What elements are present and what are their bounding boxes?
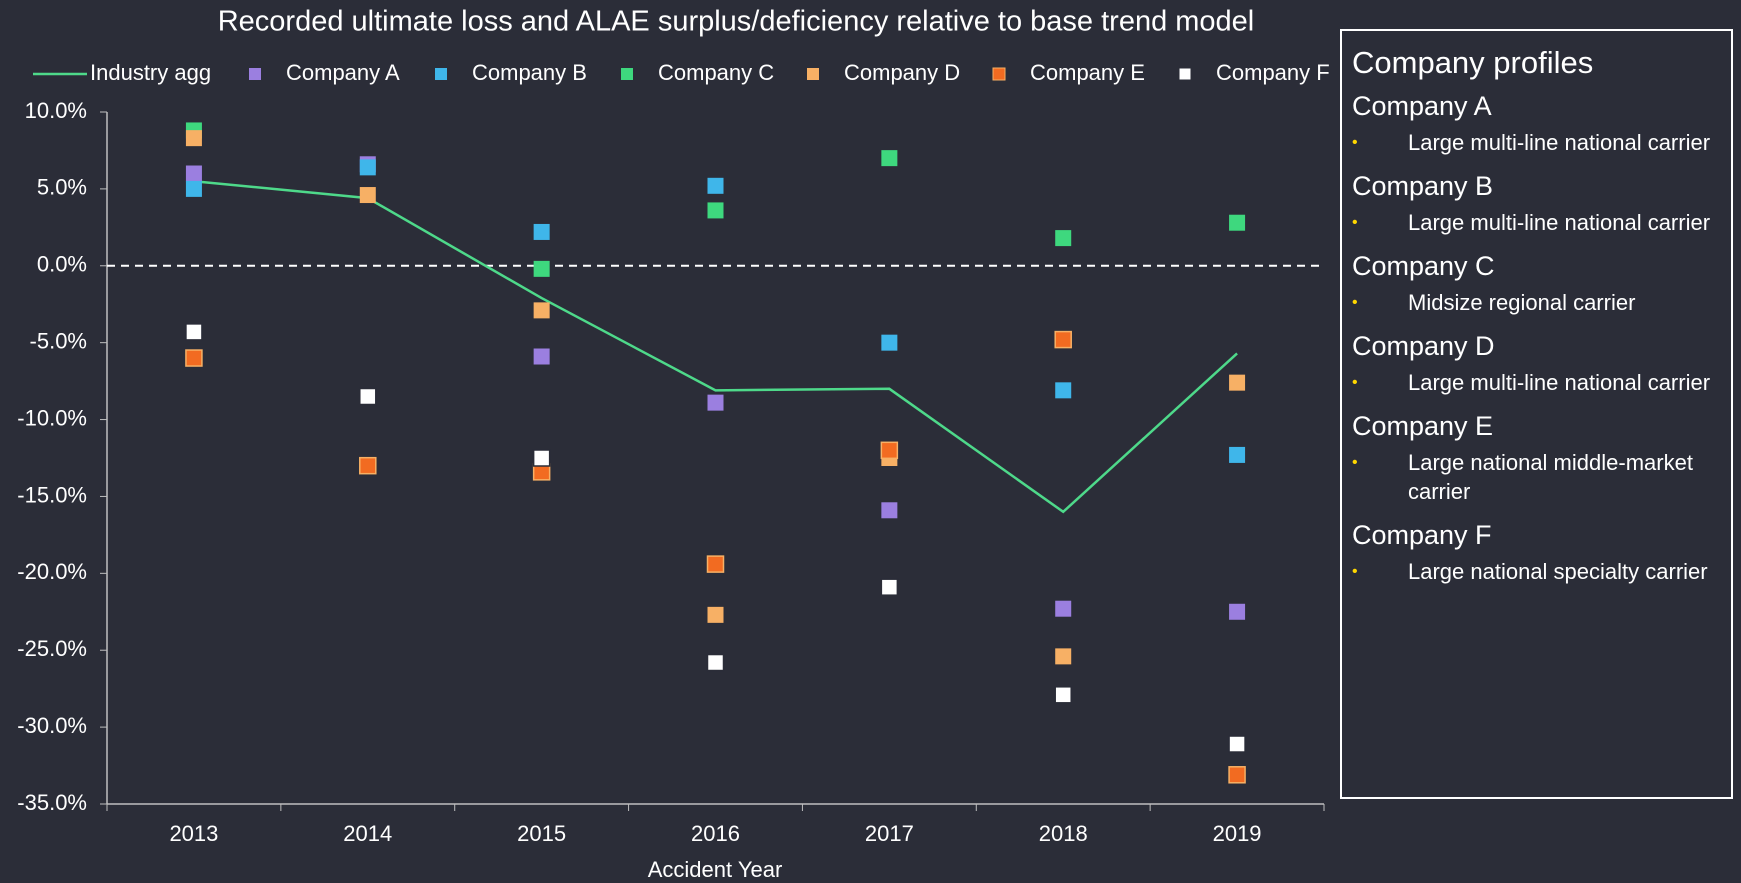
company-description: Midsize regional carrier xyxy=(1352,288,1721,317)
legend-swatch xyxy=(435,68,447,80)
y-tick-label: -30.0% xyxy=(17,713,87,738)
profile-item: Company E Large national middle-market ca… xyxy=(1352,411,1721,506)
x-tick-label: 2014 xyxy=(343,821,392,846)
marker xyxy=(1229,214,1246,231)
marker xyxy=(185,180,202,197)
legend-label: Company F xyxy=(1216,60,1330,85)
company-name: Company B xyxy=(1352,171,1494,201)
legend-label: Company B xyxy=(472,60,587,85)
legend-label: Company D xyxy=(844,60,960,85)
y-tick-label: -5.0% xyxy=(30,328,87,353)
marker xyxy=(1229,446,1246,463)
y-tick-label: 10.0% xyxy=(25,98,87,123)
marker xyxy=(706,555,725,573)
industry-line xyxy=(193,179,1238,514)
marker xyxy=(881,334,898,351)
chart-title: Recorded ultimate loss and ALAE surplus/… xyxy=(218,6,1255,38)
x-tick-label: 2017 xyxy=(865,821,914,846)
marker xyxy=(185,165,202,182)
marker xyxy=(880,441,899,460)
marker xyxy=(359,187,376,204)
marker xyxy=(185,130,202,147)
marker xyxy=(1054,686,1072,704)
legend-swatch xyxy=(807,68,819,80)
legend-swatch xyxy=(249,68,261,80)
company-name: Company F xyxy=(1352,520,1492,550)
marker xyxy=(533,348,550,365)
legend-label: Industry agg xyxy=(90,60,211,85)
marker xyxy=(1228,735,1246,753)
marker xyxy=(881,502,898,519)
marker xyxy=(1055,230,1072,247)
marker xyxy=(706,653,725,672)
legend-swatch xyxy=(992,67,1006,81)
profile-item: Company D Large multi-line national carri… xyxy=(1352,331,1721,397)
legend-swatch xyxy=(1178,67,1192,81)
company-name: Company A xyxy=(1352,91,1492,121)
profile-item: Company C Midsize regional carrier xyxy=(1352,251,1721,317)
marker xyxy=(1229,374,1246,391)
marker xyxy=(359,159,376,176)
profile-item: Company B Large multi-line national carri… xyxy=(1352,171,1721,237)
marker xyxy=(707,202,724,219)
y-tick-label: -15.0% xyxy=(17,482,87,507)
marker xyxy=(707,177,724,194)
marker xyxy=(532,449,551,467)
marker xyxy=(1054,330,1072,349)
marker xyxy=(881,150,898,167)
marker xyxy=(533,302,550,319)
marker xyxy=(1055,600,1072,617)
y-tick-label: -20.0% xyxy=(17,559,87,584)
legend-label: Company C xyxy=(658,60,774,85)
chart: Recorded ultimate loss and ALAE surplus/… xyxy=(17,6,1330,882)
company-description: Large multi-line national carrier xyxy=(1352,128,1721,157)
marker xyxy=(1055,648,1072,665)
marker xyxy=(1228,766,1246,784)
company-name: Company E xyxy=(1352,411,1494,441)
marker xyxy=(533,260,550,277)
marker xyxy=(707,394,724,411)
company-description: Large multi-line national carrier xyxy=(1352,208,1721,237)
company-name: Company C xyxy=(1352,251,1495,281)
company-description: Large national middle-market carrier xyxy=(1352,448,1721,506)
company-description: Large multi-line national carrier xyxy=(1352,368,1721,397)
marker xyxy=(1055,382,1072,399)
x-tick-label: 2016 xyxy=(691,821,740,846)
profiles-panel: Company profiles Company A Large multi-li… xyxy=(1340,29,1733,799)
marker xyxy=(359,387,377,406)
marker xyxy=(185,323,203,341)
marker xyxy=(359,456,377,475)
x-tick-label: 2018 xyxy=(1039,821,1088,846)
x-tick-label: 2013 xyxy=(169,821,218,846)
y-tick-label: 5.0% xyxy=(37,175,87,200)
panel-title: Company profiles xyxy=(1352,45,1594,80)
company-name: Company D xyxy=(1352,331,1495,361)
legend-swatch xyxy=(621,68,633,80)
x-tick-label: 2019 xyxy=(1213,821,1262,846)
x-tick-label: 2015 xyxy=(517,821,566,846)
legend-label: Company A xyxy=(286,60,400,85)
profile-list: Company A Large multi-line national carri… xyxy=(1352,91,1721,586)
marker xyxy=(1229,603,1246,620)
marker xyxy=(707,606,724,623)
marker xyxy=(185,349,203,367)
legend-label: Company E xyxy=(1030,60,1145,85)
y-tick-label: 0.0% xyxy=(37,252,87,277)
company-description: Large national specialty carrier xyxy=(1352,557,1721,586)
profile-item: Company A Large multi-line national carri… xyxy=(1352,91,1721,157)
y-tick-label: -35.0% xyxy=(17,790,87,815)
x-axis-label: Accident Year xyxy=(648,857,783,882)
marker xyxy=(533,223,550,240)
y-tick-label: -25.0% xyxy=(17,636,87,661)
marker xyxy=(880,578,899,596)
profile-item: Company F Large national specialty carrie… xyxy=(1352,520,1721,586)
y-tick-label: -10.0% xyxy=(17,405,87,430)
